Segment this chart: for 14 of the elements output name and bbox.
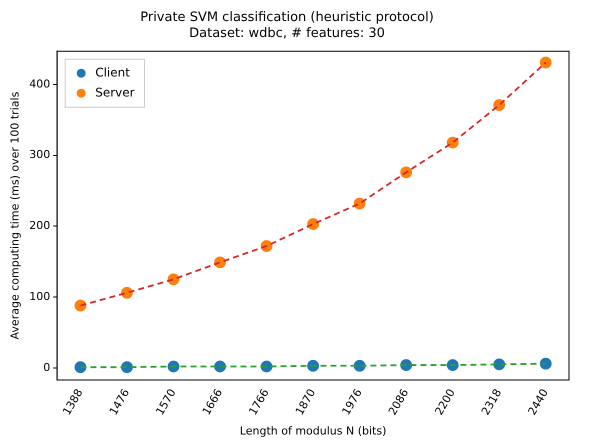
legend-label: Server — [95, 85, 135, 100]
point — [540, 358, 552, 370]
x-axis-title: Length of modulus N (bits) — [240, 424, 386, 438]
legend-label: Client — [95, 65, 130, 80]
y-tick-label: 300 — [29, 148, 50, 162]
y-tick-label: 200 — [29, 219, 50, 232]
chart-subtitle: Dataset: wdbc, # features: 30 — [189, 26, 385, 41]
y-axis-title: Average computing time (ms) over 100 trials — [8, 91, 22, 340]
chart-title: Private SVM classification (heuristic protocol) — [140, 10, 434, 26]
y-tick-label: 400 — [29, 77, 50, 90]
y-tick-label: 0 — [43, 360, 50, 374]
point — [540, 56, 552, 68]
point — [74, 361, 86, 374]
y-tick-label: 100 — [29, 290, 50, 303]
